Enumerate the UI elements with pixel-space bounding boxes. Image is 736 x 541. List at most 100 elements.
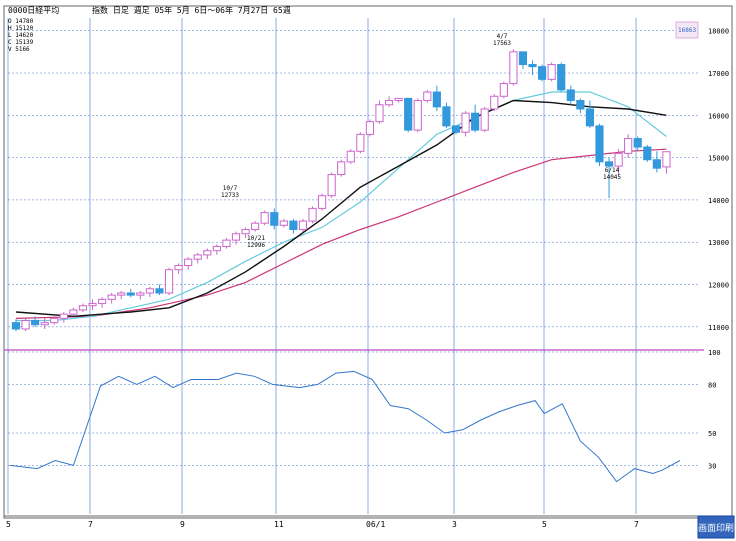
ohlc-high: H 15120 xyxy=(8,25,34,32)
candle-body xyxy=(50,317,59,324)
annotation-date: 6/14 xyxy=(605,167,620,174)
candle-body xyxy=(69,309,78,315)
y-tick-label: 13000 xyxy=(708,239,729,247)
ma-short-line xyxy=(16,91,667,322)
candle-body xyxy=(260,212,269,224)
candle-body xyxy=(298,220,308,231)
candle-body xyxy=(538,66,547,80)
candle-body xyxy=(585,108,595,127)
annotation-value: 17563 xyxy=(493,40,511,47)
grid-lines xyxy=(7,18,698,514)
candle-body xyxy=(155,288,164,294)
candle-body xyxy=(98,298,107,305)
x-tick-label: 7 xyxy=(634,520,639,529)
y-tick-label: 11000 xyxy=(708,324,729,332)
chart-title: 0000日経平均 xyxy=(8,5,59,15)
candle-body xyxy=(423,91,432,101)
candle-body xyxy=(518,51,528,66)
candle-body xyxy=(88,303,97,307)
annotation-value: 12996 xyxy=(247,242,265,249)
candle-body xyxy=(480,108,489,131)
chart-meta: 指数 日足 週足 05年 5月 6日～06年 7月27日 65週 xyxy=(92,5,291,15)
annotation-date: 4/7 xyxy=(497,33,508,40)
candle-body xyxy=(145,288,154,294)
candle-body xyxy=(184,258,193,266)
ohlc-open: O 14780 xyxy=(8,18,34,25)
candle-body xyxy=(566,89,575,102)
candle-body xyxy=(203,250,212,256)
candle-body xyxy=(59,313,68,319)
candle-body xyxy=(356,133,365,152)
candle-body xyxy=(289,220,298,231)
osc-tick-label: 100 xyxy=(708,349,721,357)
x-tick-label: 5 xyxy=(6,520,11,529)
annotation-value: 14045 xyxy=(603,174,621,181)
candle-body xyxy=(633,138,642,148)
candle-body xyxy=(413,100,422,131)
candle-body xyxy=(40,322,49,326)
oscillator-panel xyxy=(9,370,681,483)
candle-body xyxy=(193,254,202,260)
y-tick-label: 18000 xyxy=(708,28,729,36)
x-tick-label: 06/1 xyxy=(366,520,385,529)
candle-body xyxy=(471,112,480,131)
y-tick-label: 17000 xyxy=(708,70,729,78)
print-button[interactable]: 画面印刷 xyxy=(697,515,735,539)
ohlc-volume: V 5166 xyxy=(8,46,30,53)
x-tick-label: 3 xyxy=(452,520,457,529)
candle-body xyxy=(509,51,518,85)
candle-body xyxy=(327,174,336,197)
axis-labels: 5 7 9 11 06/1 3 5 7 11000 12000 13000 14000 15000 160… xyxy=(6,28,729,529)
candle-body xyxy=(499,83,508,97)
candle-body xyxy=(31,320,40,326)
candle-body xyxy=(318,195,327,209)
candle-body xyxy=(222,239,231,247)
candle-body xyxy=(614,152,623,167)
candle-body xyxy=(21,320,30,330)
annotation-date: 10/7 xyxy=(223,185,238,192)
candle-body xyxy=(212,245,221,252)
candle-body xyxy=(461,112,470,133)
osc-tick-label: 30 xyxy=(708,462,716,470)
candle-body xyxy=(576,100,585,110)
candle-body xyxy=(251,222,260,231)
legend-box xyxy=(675,21,699,39)
candle-body xyxy=(451,125,461,133)
y-tick-label: 16000 xyxy=(708,112,729,120)
legend-value: 16863 xyxy=(678,27,696,34)
x-tick-label: 9 xyxy=(180,520,185,529)
candle-body xyxy=(595,125,604,163)
candle-body xyxy=(662,151,671,168)
print-button-label: 画面印刷 xyxy=(698,522,734,534)
candle-body xyxy=(490,95,499,110)
candle-body xyxy=(643,146,652,161)
candle-body xyxy=(231,233,241,241)
candle-body xyxy=(375,104,384,123)
candle-body xyxy=(604,161,614,167)
candle-body xyxy=(174,265,183,271)
x-tick-label: 7 xyxy=(88,520,93,529)
candle-body xyxy=(164,269,174,294)
candle-body xyxy=(365,121,374,135)
candle-body xyxy=(384,100,394,106)
candle-body xyxy=(117,292,126,296)
candle-body xyxy=(528,64,537,68)
candle-body xyxy=(337,161,346,176)
candle-body xyxy=(394,97,403,101)
y-tick-label: 14000 xyxy=(708,197,729,205)
x-tick-label: 5 xyxy=(542,520,547,529)
ma-long-line xyxy=(15,148,667,319)
ohlc-close: C 15139 xyxy=(8,39,34,46)
annotation-value: 12733 xyxy=(221,192,239,199)
candle-body xyxy=(624,138,633,154)
candle-body xyxy=(241,229,250,235)
candle-body xyxy=(547,64,556,80)
candle-body xyxy=(11,322,21,330)
candle-body xyxy=(126,292,135,296)
candle-body xyxy=(432,91,441,108)
x-tick-label: 11 xyxy=(274,520,284,529)
y-tick-label: 15000 xyxy=(708,155,729,163)
candlestick-series xyxy=(11,49,671,332)
oscillator-line xyxy=(9,370,681,483)
